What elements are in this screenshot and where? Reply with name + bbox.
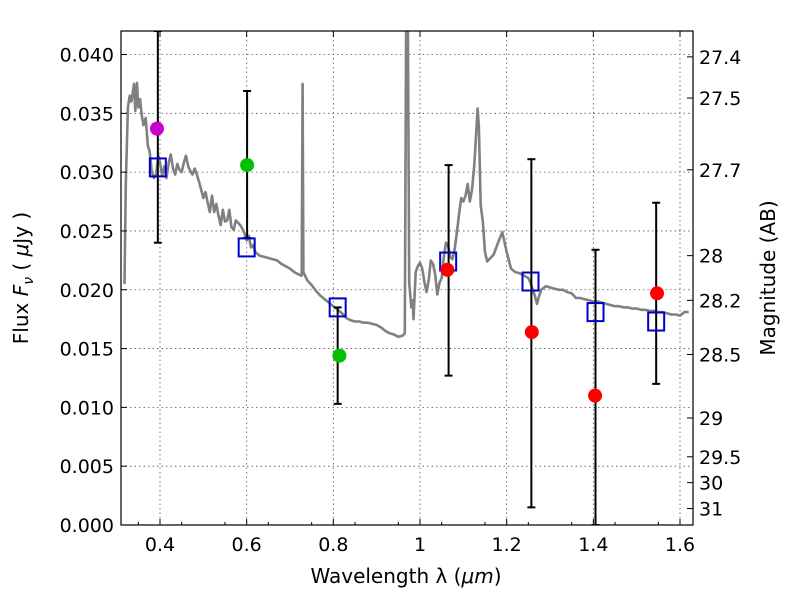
- mag-tick-label: 27.7: [699, 160, 741, 182]
- y-tick-label: 0.030: [60, 162, 114, 184]
- y-tick-label: 0.005: [60, 456, 114, 478]
- model-square: [586, 302, 605, 323]
- axis-ticks: 0.4 0.6 0.8 1 1.2 1.4 1.6 0.000 0.005 0.010 0.015 0…: [60, 31, 741, 556]
- mag-tick-label: 28.5: [699, 344, 741, 366]
- mag-tick-label: 29.5: [699, 447, 741, 469]
- mag-tick-label: 28.2: [699, 290, 741, 312]
- model-square: [521, 271, 540, 292]
- y2-axis-label: Magnitude (AB): [756, 200, 780, 355]
- y-tick-label: 0.020: [60, 280, 114, 302]
- observed-point: [240, 158, 255, 173]
- model-square: [647, 311, 666, 332]
- y-tick-label: 0.035: [60, 103, 114, 125]
- x-tick-label: 1.2: [492, 534, 522, 556]
- mag-tick-label: 31: [699, 499, 723, 521]
- x-tick-label: 1.4: [578, 534, 608, 556]
- observed-point: [332, 348, 347, 363]
- y-axis-label: Flux Fν ( μJy ): [9, 212, 37, 344]
- mag-tick-label: 27.5: [699, 88, 741, 110]
- x-tick-label: 1: [414, 534, 426, 556]
- observed-point: [149, 121, 164, 136]
- observed-point: [440, 262, 455, 277]
- mag-tick-label: 27.4: [699, 47, 741, 69]
- plot-area: [123, 31, 689, 525]
- spectrum-line: [123, 31, 689, 339]
- model-square: [237, 237, 256, 258]
- y-tick-label: 0.040: [60, 45, 114, 67]
- y-tick-label: 0.010: [60, 397, 114, 419]
- model-square: [148, 157, 167, 178]
- mag-tick-label: 28: [699, 246, 723, 268]
- plot-frame: [120, 30, 694, 526]
- x-axis-label: Wavelength λ (μm): [310, 564, 501, 588]
- y-tick-label: 0.025: [60, 221, 114, 243]
- x-tick-label: 0.8: [318, 534, 348, 556]
- x-tick-label: 0.6: [232, 534, 262, 556]
- observed-point: [588, 388, 603, 403]
- observed-point: [524, 325, 539, 340]
- x-tick-label: 0.4: [145, 534, 175, 556]
- mag-tick-label: 30: [699, 473, 723, 495]
- y-tick-label: 0.000: [60, 515, 114, 537]
- x-tick-label: 1.6: [665, 534, 695, 556]
- y-tick-label: 0.015: [60, 339, 114, 361]
- mag-tick-label: 29: [699, 408, 723, 430]
- observed-point: [650, 286, 665, 301]
- model-square: [328, 297, 347, 318]
